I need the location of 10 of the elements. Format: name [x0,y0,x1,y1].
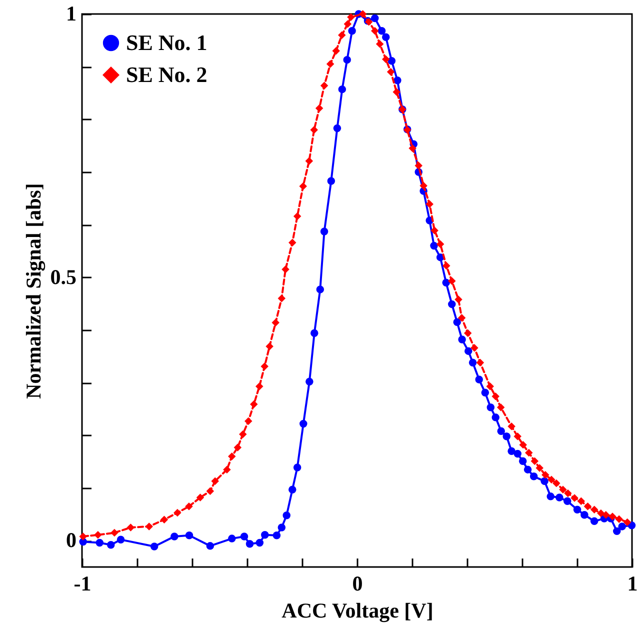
y-axis-title: Normalized Signal [abs] [21,183,46,399]
y-tick-label: 0 [66,528,76,552]
legend-label: SE No. 1 [126,30,208,55]
y-tick-label: 0.5 [50,264,76,289]
y-tick-label: 1 [66,2,76,26]
legend-label: SE No. 2 [126,62,208,87]
x-tick-label: -1 [74,572,92,596]
x-axis-title: ACC Voltage [V] [282,598,434,622]
x-tick-label: 0 [352,572,363,596]
x-tick-label: 1 [627,572,638,596]
